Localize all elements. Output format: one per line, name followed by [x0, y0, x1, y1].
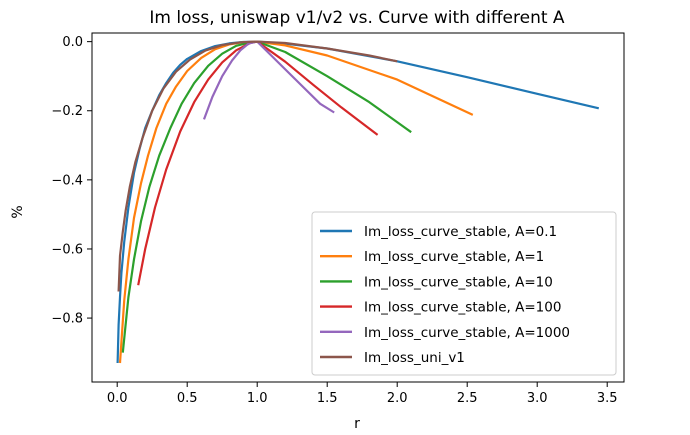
x-tick-label: 2.5: [457, 391, 478, 406]
series-layer: [116, 40, 600, 364]
x-tick-label: 2.0: [387, 391, 408, 406]
y-tick-label: −0.4: [51, 173, 83, 188]
series-line-5: [117, 40, 398, 292]
y-tick-label: −0.6: [51, 242, 83, 257]
series-line-3: [137, 40, 379, 286]
legend-label-1: Im_loss_curve_stable, A=1: [364, 249, 544, 265]
legend-box: [311, 211, 617, 376]
x-axis-label: r: [354, 416, 360, 432]
y-tick-label: −0.2: [51, 104, 83, 119]
series-line-1: [118, 40, 474, 364]
x-tick-label: 3.0: [527, 391, 548, 406]
x-tick-label: 0.0: [107, 391, 128, 406]
series-line-2: [121, 40, 412, 353]
legend-label-4: Im_loss_curve_stable, A=1000: [364, 325, 570, 341]
x-tick-label: 0.5: [177, 391, 198, 406]
legend: Im_loss_curve_stable, A=0.1 Im_loss_curve…: [311, 211, 617, 376]
legend-label-3: Im_loss_curve_stable, A=100: [364, 300, 561, 316]
series-line-4: [202, 40, 335, 120]
legend-label-5: Im_loss_uni_v1: [364, 350, 465, 366]
y-tick-label: 0.0: [62, 35, 83, 50]
x-tick-label: 3.5: [597, 391, 618, 406]
chart-title: Im loss, uniswap v1/v2 vs. Curve with di…: [149, 8, 565, 28]
y-axis-label: %: [10, 205, 26, 218]
legend-label-0: Im_loss_curve_stable, A=0.1: [364, 224, 557, 240]
x-tick-label: 1.5: [317, 391, 338, 406]
x-tick-label: 1.0: [247, 391, 268, 406]
plot-frame: [91, 32, 625, 383]
x-axis: 0.0 0.5 1.0 1.5 2.0 2.5 3.0 3.5: [107, 382, 618, 406]
legend-label-2: Im_loss_curve_stable, A=10: [364, 274, 553, 290]
y-axis: 0.0 −0.2 −0.4 −0.6 −0.8: [51, 35, 92, 327]
y-tick-label: −0.8: [51, 312, 83, 327]
